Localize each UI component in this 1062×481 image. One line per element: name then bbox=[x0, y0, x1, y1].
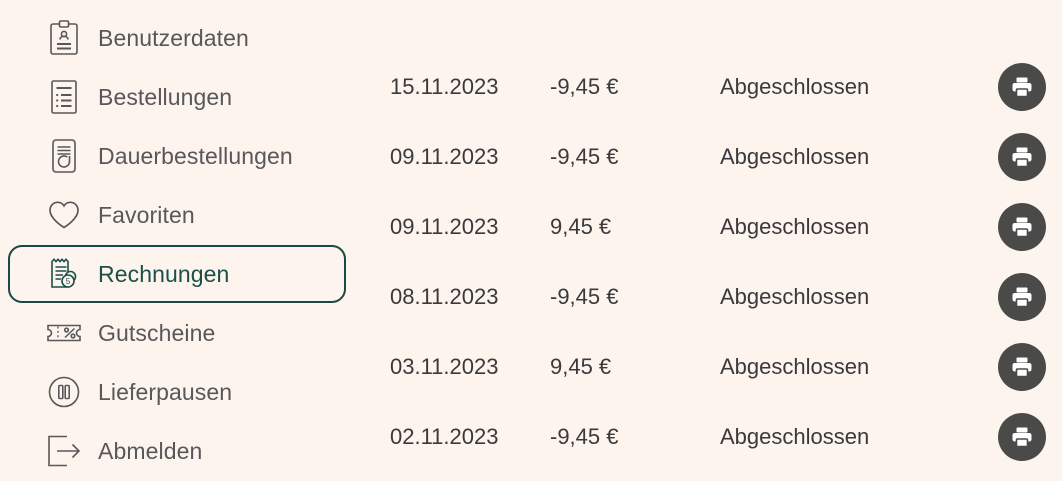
invoice-amount: 9,45 € bbox=[550, 214, 612, 239]
invoice-amount: -9,45 € bbox=[550, 74, 619, 99]
table-row[interactable]: 09.11.2023 -9,45 € Abgeschlossen bbox=[360, 122, 1062, 192]
receipt-coins-icon: 5 bbox=[42, 256, 86, 292]
sidebar-item-bestellungen[interactable]: Bestellungen bbox=[8, 68, 346, 126]
printer-icon bbox=[1012, 287, 1032, 308]
invoice-amount: -9,45 € bbox=[550, 144, 619, 169]
sidebar-item-gutscheine[interactable]: Gutscheine bbox=[8, 304, 346, 362]
svg-text:5: 5 bbox=[66, 277, 71, 286]
print-button[interactable] bbox=[998, 343, 1046, 391]
sidebar-item-label: Dauerbestellungen bbox=[98, 142, 293, 169]
printer-icon bbox=[1012, 147, 1032, 168]
printer-icon bbox=[1012, 77, 1032, 98]
sidebar-item-favoriten[interactable]: Favoriten bbox=[8, 186, 346, 244]
invoice-action-cell bbox=[980, 203, 1062, 251]
sidebar-item-label: Benutzerdaten bbox=[98, 24, 249, 51]
invoice-status: Abgeschlossen bbox=[720, 74, 870, 99]
invoice-amount: -9,45 € bbox=[550, 284, 619, 309]
heart-icon bbox=[42, 199, 86, 231]
document-repeat-icon bbox=[42, 138, 86, 174]
sidebar-item-label: Gutscheine bbox=[98, 319, 216, 346]
invoice-date: 08.11.2023 bbox=[390, 284, 499, 309]
invoice-status: Abgeschlossen bbox=[720, 424, 870, 449]
printer-icon bbox=[1012, 217, 1032, 238]
invoice-status: Abgeschlossen bbox=[720, 214, 870, 239]
coupon-percent-icon bbox=[42, 320, 86, 346]
sidebar-item-label: Rechnungen bbox=[98, 260, 230, 287]
invoice-status: Abgeschlossen bbox=[720, 284, 870, 309]
invoice-action-cell bbox=[980, 133, 1062, 181]
table-row[interactable]: 03.11.2023 9,45 € Abgeschlossen bbox=[360, 332, 1062, 402]
sidebar-item-label: Abmelden bbox=[98, 437, 203, 464]
document-list-icon bbox=[42, 79, 86, 115]
print-button[interactable] bbox=[998, 133, 1046, 181]
invoice-action-cell bbox=[980, 63, 1062, 111]
print-button[interactable] bbox=[998, 203, 1046, 251]
table-row[interactable]: 15.11.2023 -9,45 € Abgeschlossen bbox=[360, 52, 1062, 122]
clipboard-user-icon bbox=[42, 20, 86, 56]
sidebar-item-label: Lieferpausen bbox=[98, 378, 233, 405]
invoice-date: 03.11.2023 bbox=[390, 354, 499, 379]
sidebar-item-abmelden[interactable]: Abmelden bbox=[8, 422, 346, 480]
invoices-table: 15.11.2023 -9,45 € Abgeschlossen 09.11.2… bbox=[360, 0, 1062, 481]
printer-icon bbox=[1012, 357, 1032, 378]
print-button[interactable] bbox=[998, 63, 1046, 111]
sidebar-item-dauerbestellungen[interactable]: Dauerbestellungen bbox=[8, 127, 346, 185]
invoice-date: 09.11.2023 bbox=[390, 144, 499, 169]
invoice-action-cell bbox=[980, 413, 1062, 461]
sidebar-item-benutzerdaten[interactable]: Benutzerdaten bbox=[8, 9, 346, 67]
print-button[interactable] bbox=[998, 413, 1046, 461]
sidebar-item-label: Favoriten bbox=[98, 201, 195, 228]
table-row[interactable]: 09.11.2023 9,45 € Abgeschlossen bbox=[360, 192, 1062, 262]
table-row[interactable]: 02.11.2023 -9,45 € Abgeschlossen bbox=[360, 402, 1062, 472]
printer-icon bbox=[1012, 427, 1032, 448]
invoice-amount: 9,45 € bbox=[550, 354, 612, 379]
logout-icon bbox=[42, 434, 86, 468]
pause-circle-icon bbox=[42, 375, 86, 409]
table-row[interactable]: 08.11.2023 -9,45 € Abgeschlossen bbox=[360, 262, 1062, 332]
sidebar-item-label: Bestellungen bbox=[98, 83, 233, 110]
invoice-date: 15.11.2023 bbox=[390, 74, 499, 99]
account-sidebar: Benutzerdaten Bestellungen bbox=[0, 0, 360, 481]
sidebar-item-lieferpausen[interactable]: Lieferpausen bbox=[8, 363, 346, 421]
invoice-date: 09.11.2023 bbox=[390, 214, 499, 239]
invoice-status: Abgeschlossen bbox=[720, 354, 870, 379]
invoice-status: Abgeschlossen bbox=[720, 144, 870, 169]
invoice-action-cell bbox=[980, 273, 1062, 321]
invoice-amount: -9,45 € bbox=[550, 424, 619, 449]
invoice-date: 02.11.2023 bbox=[390, 424, 499, 449]
sidebar-item-rechnungen[interactable]: 5 Rechnungen bbox=[8, 245, 346, 303]
invoice-action-cell bbox=[980, 343, 1062, 391]
print-button[interactable] bbox=[998, 273, 1046, 321]
